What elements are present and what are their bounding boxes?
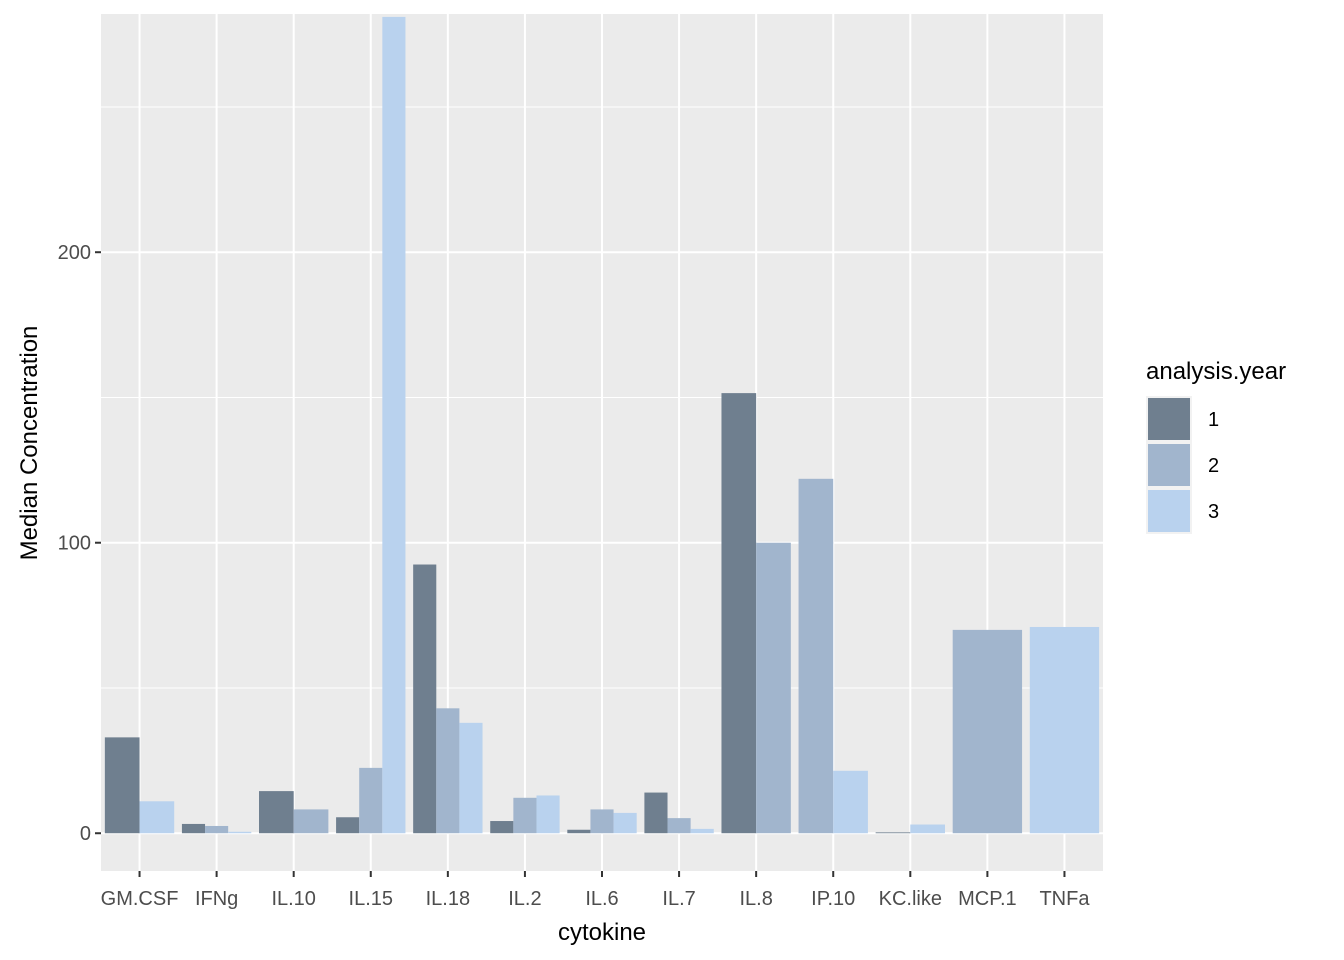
x-tick-label-IL.8: IL.8: [739, 888, 772, 910]
bar-IL.18-year-2: [436, 708, 460, 834]
bar-IL.2-year-2: [513, 797, 537, 834]
bar-IP.10-year-3: [833, 770, 868, 834]
bar-IFNg-year-2: [205, 825, 229, 834]
bars: [104, 16, 1100, 834]
legend-label-year-2: 2: [1208, 455, 1219, 477]
bar-IL.15-year-2: [359, 767, 383, 834]
bar-IL.10-year-1: [259, 791, 294, 834]
bar-MCP.1-year-2: [952, 629, 1023, 834]
y-tick-label: 0: [80, 823, 91, 845]
bar-IL.7-year-2: [667, 818, 691, 834]
x-tick-label-IFNg: IFNg: [195, 888, 238, 910]
bar-GM.CSF-year-3: [139, 801, 175, 834]
x-tick-label-IL.15: IL.15: [349, 888, 393, 910]
bar-IL.7-year-1: [644, 792, 668, 834]
y-tick-label: 100: [58, 533, 91, 555]
x-tick-label-IL.10: IL.10: [271, 888, 315, 910]
bar-IL.6-year-3: [613, 812, 637, 834]
bar-IL.8-year-1: [721, 393, 757, 834]
x-axis: GM.CSF IFNg IL.10 IL.15 IL.18 IL.2 IL.6 IL.7 IL.…: [101, 871, 1090, 910]
bar-IL.15-year-1: [336, 817, 360, 834]
legend: analysis.year 1 2 3: [1146, 358, 1286, 534]
y-tick-label: 200: [58, 242, 91, 264]
legend-label-year-1: 1: [1208, 409, 1219, 431]
bar-IP.10-year-2: [798, 478, 834, 834]
bar-KC.like-year-3: [910, 824, 945, 834]
x-tick-label-IL.6: IL.6: [585, 888, 618, 910]
x-tick-label-IL.7: IL.7: [662, 888, 695, 910]
x-tick-label-GM.CSF: GM.CSF: [101, 888, 179, 910]
bar-IL.6-year-1: [567, 829, 591, 834]
x-axis-title: cytokine: [558, 919, 646, 946]
y-axis: 0 100 200: [58, 242, 101, 845]
x-tick-label-TNFa: TNFa: [1039, 888, 1090, 910]
bar-IL.10-year-2: [293, 809, 329, 834]
legend-title: analysis.year: [1146, 358, 1286, 385]
bar-IFNg-year-1: [181, 823, 206, 834]
legend-key-year-1: [1148, 398, 1190, 440]
x-tick-label-IL.2: IL.2: [508, 888, 541, 910]
bar-KC.like-year-1: [875, 832, 911, 834]
legend-key-year-3: [1148, 490, 1190, 532]
x-tick-label-IP.10: IP.10: [811, 888, 855, 910]
bar-IL.6-year-2: [590, 809, 614, 834]
x-tick-label-MCP.1: MCP.1: [958, 888, 1017, 910]
bar-TNFa-year-3: [1029, 626, 1100, 834]
bar-IFNg-year-3: [228, 831, 252, 834]
bar-IL.2-year-3: [536, 795, 560, 834]
bar-GM.CSF-year-1: [104, 737, 140, 834]
legend-label-year-3: 3: [1208, 501, 1219, 523]
x-tick-label-IL.18: IL.18: [426, 888, 470, 910]
x-tick-label-KC.like: KC.like: [879, 888, 942, 910]
bar-IL.8-year-2: [756, 542, 791, 834]
bar-IL.18-year-3: [459, 722, 483, 834]
bar-IL.15-year-3: [382, 16, 406, 834]
bar-IL.2-year-1: [490, 821, 514, 834]
bar-IL.7-year-3: [690, 828, 714, 834]
bar-IL.18-year-1: [413, 564, 437, 834]
y-axis-title: Median Concentration: [16, 326, 43, 561]
legend-key-year-2: [1148, 444, 1190, 486]
